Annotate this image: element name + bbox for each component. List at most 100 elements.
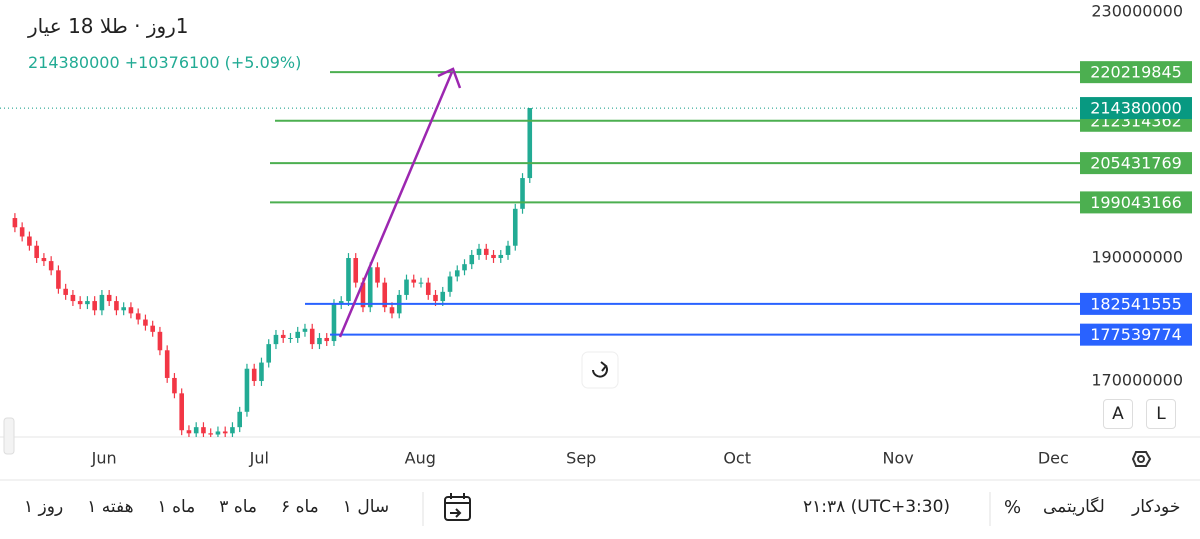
- y-tick-label: 230000000: [1091, 2, 1183, 21]
- candle-body: [317, 337, 322, 345]
- candle-body: [273, 334, 279, 345]
- range-button[interactable]: ماه ۳: [219, 497, 258, 517]
- range-button[interactable]: ماه ۶: [281, 497, 319, 517]
- level-label: 182541555: [1090, 294, 1182, 313]
- candle-body: [353, 258, 359, 283]
- candle-body: [491, 254, 496, 259]
- candle-body: [150, 325, 155, 332]
- last-price-box: [1080, 97, 1192, 120]
- clock: ۲۱:۳۸ (UTC+3:30): [803, 497, 951, 517]
- auto-toggle[interactable]: خودکار: [1132, 497, 1181, 517]
- last-price-label: 214380000: [1090, 99, 1182, 118]
- candle-body: [440, 291, 446, 302]
- reset-button[interactable]: [581, 351, 619, 389]
- candle-body: [462, 264, 467, 271]
- candle-body: [193, 427, 199, 434]
- range-button[interactable]: ماه ۱: [157, 497, 196, 517]
- candle-body: [128, 307, 134, 314]
- candle-body: [295, 331, 301, 338]
- log-toggle[interactable]: لگاریتمی: [1043, 497, 1105, 517]
- candle-body: [331, 304, 337, 342]
- x-tick-label: Aug: [405, 449, 436, 468]
- candle-body: [27, 236, 32, 246]
- candle-body: [251, 368, 257, 382]
- candle-body: [164, 350, 170, 378]
- level-label-box: [1080, 191, 1192, 214]
- candle-body: [114, 301, 119, 311]
- candle-body: [346, 258, 351, 302]
- range-button[interactable]: روز ۱: [24, 497, 64, 517]
- overlay: 2202198452123143622054317691990431661825…: [0, 61, 1192, 346]
- candle-body: [70, 294, 76, 302]
- y-tick-label: 170000000: [1091, 371, 1183, 390]
- candle-body: [433, 294, 438, 302]
- settings-button[interactable]: [1131, 451, 1152, 467]
- candle-body: [324, 337, 330, 342]
- candle-body: [85, 301, 90, 305]
- candle-body: [288, 337, 293, 339]
- candle-body: [527, 108, 533, 179]
- candle-body: [360, 282, 366, 308]
- candle-body: [266, 344, 272, 363]
- settings-icon: [1137, 455, 1145, 463]
- candle-body: [56, 270, 61, 289]
- candle-body: [92, 301, 97, 311]
- candle-body: [520, 178, 525, 209]
- candle-body: [186, 430, 192, 434]
- level-label-box: [1080, 152, 1192, 175]
- candle-body: [425, 282, 431, 295]
- range-buttons: روز ۱ هفته ۱ ماه ۱ ماه ۳ ماه ۶ سال ۱: [22, 497, 391, 517]
- candle-body: [382, 282, 388, 308]
- range-button[interactable]: سال ۱: [342, 497, 390, 517]
- candle-body: [99, 294, 105, 311]
- candle-body: [201, 427, 206, 434]
- candle-body: [309, 328, 315, 345]
- candle-body: [389, 307, 395, 314]
- candle-body: [135, 313, 141, 320]
- plot-area: [12, 108, 533, 437]
- candle-body: [476, 248, 482, 255]
- candle-body: [375, 267, 380, 283]
- candle-body: [19, 227, 25, 237]
- candle-body: [338, 301, 344, 305]
- candle-body: [222, 431, 228, 434]
- x-tick-label: Dec: [1038, 449, 1069, 468]
- percent-toggle[interactable]: %: [1004, 497, 1022, 518]
- arrow-head: [437, 67, 462, 89]
- candle-body: [143, 319, 148, 326]
- candle-body: [280, 334, 286, 338]
- candle-body: [77, 301, 83, 305]
- calendar-button[interactable]: [444, 493, 471, 521]
- quote: 214380000 +10376100 (+5.09%): [28, 53, 301, 72]
- log-scale-button[interactable]: L: [1146, 399, 1176, 429]
- range-button[interactable]: هفته ۱: [87, 497, 134, 517]
- candle-body: [483, 248, 489, 255]
- candle-body: [469, 254, 475, 265]
- candle-body: [454, 270, 460, 277]
- candle-body: [230, 427, 235, 434]
- candle-body: [157, 331, 163, 351]
- x-tick-label: Sep: [566, 449, 596, 468]
- candle-body: [505, 245, 511, 255]
- auto-scale-button[interactable]: A: [1103, 399, 1133, 429]
- candle-body: [63, 288, 68, 295]
- x-tick-label: Jul: [249, 449, 269, 468]
- candle-body: [512, 208, 518, 246]
- candle-body: [48, 261, 54, 271]
- candle-body: [106, 294, 112, 302]
- candle-body: [179, 393, 184, 431]
- level-label-box: [1080, 323, 1192, 346]
- candle-body: [404, 279, 409, 295]
- candle-body: [498, 254, 504, 259]
- candle-body: [411, 279, 417, 283]
- side-handle[interactable]: [3, 417, 15, 455]
- trend-arrow: [338, 71, 454, 338]
- candle-body: [172, 377, 177, 394]
- candle-body: [215, 431, 221, 435]
- y-tick-label: 190000000: [1091, 248, 1183, 267]
- x-tick-label: Nov: [883, 449, 914, 468]
- level-label: 220219845: [1090, 63, 1182, 82]
- candle-body: [121, 307, 126, 311]
- last-price: 214380000: [28, 53, 120, 72]
